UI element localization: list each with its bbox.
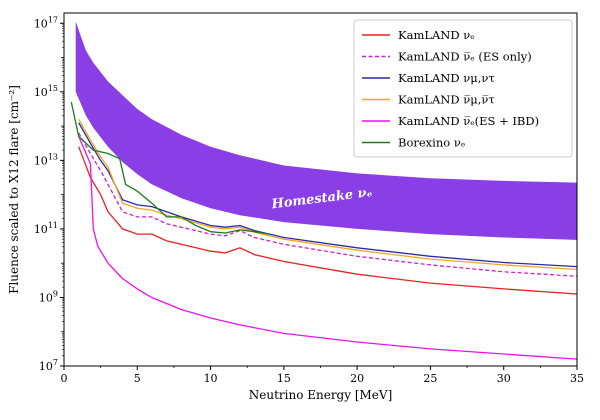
x-tick-label-0: 0	[61, 372, 68, 385]
legend-label-4: KamLAND ν̅ₑ(ES + IBD)	[398, 114, 539, 128]
series-line-3	[78, 118, 578, 271]
legend-label-5: Borexino νₑ	[398, 136, 465, 150]
y-tick-label-1: 109	[39, 289, 58, 304]
x-axis-label: Neutrino Energy [MeV]	[249, 388, 393, 402]
y-tick-label-3: 1013	[34, 152, 58, 167]
x-tick-label-2: 10	[204, 372, 218, 385]
series-line-1	[78, 132, 578, 277]
homestake-band-layer	[75, 21, 577, 240]
series-line-0	[78, 146, 578, 295]
legend-label-2: KamLAND νμ,ντ	[398, 71, 495, 85]
x-tick-label-1: 5	[134, 372, 141, 385]
x-tick-label-5: 25	[423, 372, 437, 385]
series-line-4	[78, 136, 578, 360]
y-axis-label: Fluence scaled to X12 flare [cm⁻²]	[7, 85, 21, 294]
series-line-5	[70, 101, 270, 235]
legend-label-0: KamLAND νₑ	[398, 28, 475, 42]
legend-box	[353, 19, 573, 158]
series-line-2	[78, 122, 578, 268]
homestake-band	[75, 21, 577, 240]
y-tick-label-5: 1017	[34, 15, 58, 30]
series-layer	[70, 101, 578, 360]
legend-label-3: KamLAND ν̅μ,ν̅τ	[398, 93, 495, 107]
legend-label-1: KamLAND ν̅ₑ (ES only)	[398, 50, 532, 64]
y-tick-label-4: 1015	[34, 84, 58, 99]
x-tick-label-7: 35	[570, 372, 584, 385]
y-tick-label-2: 1011	[34, 221, 58, 236]
x-tick-label-4: 20	[350, 372, 364, 385]
legend: KamLAND νₑ KamLAND ν̅ₑ (ES only) KamLAND ν…	[353, 19, 573, 158]
y-tick-label-0: 107	[39, 358, 58, 373]
x-tick-label-3: 15	[277, 372, 291, 385]
x-tick-label-6: 30	[497, 372, 511, 385]
